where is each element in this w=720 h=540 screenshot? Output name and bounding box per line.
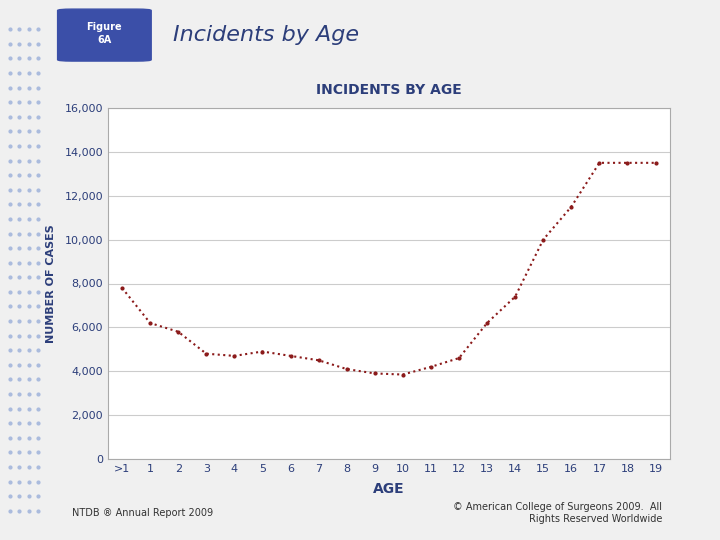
Text: Incidents by Age: Incidents by Age bbox=[173, 25, 359, 45]
Title: INCIDENTS BY AGE: INCIDENTS BY AGE bbox=[316, 83, 462, 97]
Text: NTDB ® Annual Report 2009: NTDB ® Annual Report 2009 bbox=[72, 508, 213, 518]
FancyBboxPatch shape bbox=[58, 9, 151, 61]
Y-axis label: NUMBER OF CASES: NUMBER OF CASES bbox=[46, 224, 56, 343]
X-axis label: AGE: AGE bbox=[373, 482, 405, 496]
Text: Figure
6A: Figure 6A bbox=[86, 23, 122, 45]
Text: © American College of Surgeons 2009.  All
Rights Reserved Worldwide: © American College of Surgeons 2009. All… bbox=[454, 502, 662, 524]
